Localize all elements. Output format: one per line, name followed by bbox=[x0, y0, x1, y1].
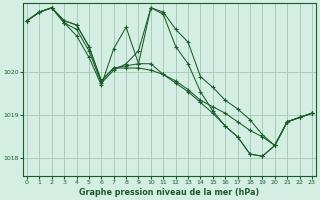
X-axis label: Graphe pression niveau de la mer (hPa): Graphe pression niveau de la mer (hPa) bbox=[79, 188, 260, 197]
